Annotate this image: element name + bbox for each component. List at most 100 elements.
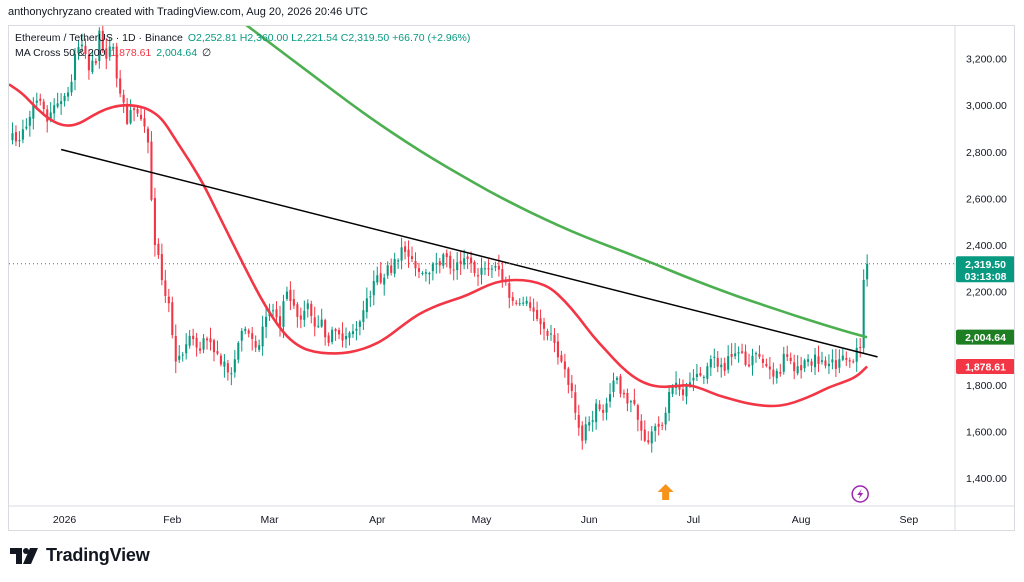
trendline[interactable] [60,148,878,358]
candle-body [178,355,181,360]
x-tick-label: Aug [792,514,811,526]
candle-body [129,110,132,124]
x-tick-label: 2026 [53,514,77,526]
candle-body [205,338,209,341]
candle-body [331,329,334,342]
candle-body [306,303,309,310]
candle-body [355,328,358,331]
candle-body [188,335,191,346]
chart-frame[interactable]: 1,400.001,600.001,800.002,000.002,200.00… [8,25,1015,531]
candle-body [563,361,566,370]
candle-body [14,132,17,142]
candle-body [681,389,685,396]
ma200-price-label-text: 2,004.64 [965,332,1006,344]
candle-body [358,321,361,327]
candle-body [817,356,820,364]
candle-body [87,54,90,71]
x-tick-label: Jun [581,514,598,526]
candle-body [133,108,136,110]
candle-body [855,347,858,362]
candle-body [466,256,469,260]
candle-body [101,30,104,51]
candle-body [327,335,330,343]
indicator-name[interactable]: MA Cross 50 & 200 [15,47,106,59]
indicator-extra: ∅ [201,47,212,59]
ma50-price-label [956,359,1014,375]
candle-body [570,383,573,391]
candle-body [303,310,306,320]
ma50-line[interactable] [9,83,869,408]
x-tick-label: May [472,514,493,526]
candle-body [539,318,542,325]
candle-body [379,273,382,283]
flash-icon[interactable] [851,485,869,503]
candle-body [584,424,587,441]
candle-body [452,269,455,271]
candle-body [219,355,222,365]
candle-body [251,333,254,339]
ma200-value: 2,004.64 [156,47,198,59]
candle-body [536,309,539,319]
tradingview-logo[interactable]: TradingView [10,545,150,566]
candle-body [859,347,862,349]
ma200-line[interactable] [211,26,868,339]
candle-body [678,384,681,390]
candle-body [393,259,396,274]
candle-body [344,336,348,340]
ma50-value: 1,878.61 [110,47,152,59]
candle-body [470,257,473,264]
candle-body [529,302,532,308]
candle-body [449,255,452,269]
candle-body [831,359,834,363]
symbol-title[interactable]: Ethereum / TetherUS · 1D · Binance [15,32,183,44]
candle-body [376,275,379,283]
y-tick-label: 3,200.00 [966,54,1007,66]
candle-body [244,328,247,331]
candle-body [199,348,202,351]
candle-body [595,403,598,423]
legend-indicator-row: MA Cross 50 & 200 1,878.61 2,004.64 ∅ [15,46,472,61]
candle-body [195,337,198,348]
candle-body [46,109,49,122]
candle-body [369,296,372,298]
y-tick-label: 1,600.00 [966,426,1007,438]
candle-body [459,260,462,264]
candle-body [803,360,806,369]
candle-body [834,360,837,369]
candle-body [445,253,448,258]
candle-body [313,317,316,327]
candle-body [39,98,42,101]
chart-legend: Ethereum / TetherUS · 1D · Binance O2,25… [15,31,472,61]
y-tick-label: 2,200.00 [966,287,1007,299]
candle-body [122,94,125,103]
candle-body [209,338,212,343]
candle-body [730,353,733,357]
candle-body [588,422,591,426]
candle-body [654,426,657,431]
y-tick-label: 2,400.00 [966,240,1007,252]
candle-body [848,360,851,362]
candle-body [775,370,778,379]
ma200-price-label [956,329,1014,345]
candle-body [793,362,796,372]
candle-body [483,268,487,270]
candle-body [80,44,84,47]
candle-body [435,263,438,265]
last-price-label [956,256,1014,283]
earnings-arrow-icon[interactable] [657,484,674,500]
candle-body [796,366,799,374]
last-price-label-text: 2,319.50 [965,259,1006,271]
candle-body [164,280,167,296]
candle-body [768,366,771,370]
candle-body [779,371,782,374]
candle-body [98,30,101,61]
ma50-price-label-text: 1,878.61 [965,362,1006,374]
candle-body [622,392,625,395]
candle-body [765,363,768,367]
candle-body [362,310,365,322]
candle-body [640,420,643,431]
candle-body [643,429,646,441]
candle-body [150,141,153,200]
price-chart[interactable]: 1,400.001,600.001,800.002,000.002,200.00… [9,26,1015,531]
candle-body [265,316,268,327]
